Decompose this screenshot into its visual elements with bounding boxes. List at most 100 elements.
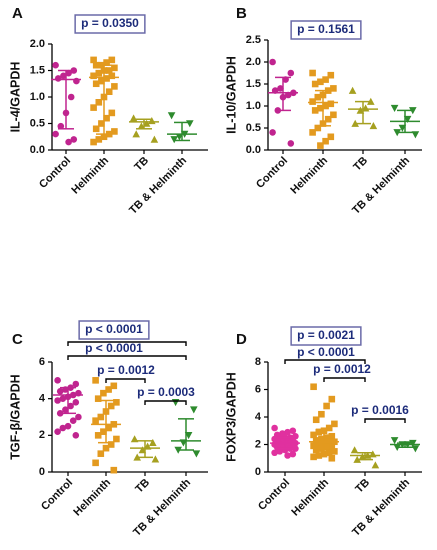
dot	[309, 129, 316, 136]
dot	[105, 424, 112, 432]
dot	[310, 453, 317, 461]
dot	[107, 402, 115, 410]
dot	[108, 109, 116, 117]
p-value: p < 0.0001	[297, 345, 355, 359]
dot	[328, 432, 336, 440]
p-value-box	[78, 320, 150, 340]
x-tick-label: Helminth	[71, 476, 113, 518]
y-tick-label: 8	[255, 356, 261, 368]
dot	[411, 131, 420, 139]
dot	[271, 424, 278, 432]
x-tick-label: TB	[353, 477, 372, 496]
dot	[315, 452, 323, 459]
dot	[350, 446, 359, 454]
p-value: p < 0.0001	[85, 322, 143, 336]
p-value: p < 0.0001	[85, 341, 143, 355]
y-tick-label: 0.5	[246, 122, 261, 134]
dot	[90, 104, 97, 111]
dot	[100, 133, 108, 141]
dot	[287, 69, 295, 77]
dot	[317, 78, 324, 86]
dot	[75, 413, 82, 421]
y-tick-label: 0.0	[30, 144, 45, 156]
dot	[328, 454, 336, 462]
dot	[190, 406, 198, 414]
y-axis-label: TGF-β/GAPDH	[8, 374, 22, 459]
dot	[62, 406, 69, 413]
x-tick-label: Control	[39, 477, 75, 513]
x-tick-label: TB	[133, 477, 152, 496]
y-tick-label: 0	[39, 466, 45, 478]
dot	[94, 432, 102, 439]
y-tick-label: 1.5	[30, 64, 45, 76]
dot	[192, 450, 201, 458]
dot	[52, 61, 59, 69]
dot	[276, 448, 284, 455]
dot	[54, 377, 61, 384]
dot	[277, 85, 284, 92]
bracket	[67, 341, 187, 346]
dot	[323, 434, 330, 441]
dot	[325, 449, 333, 457]
y-tick-label: 4	[255, 411, 262, 423]
dot	[92, 459, 99, 467]
p-value-box	[290, 326, 362, 346]
dot	[317, 104, 324, 112]
dot	[97, 450, 105, 457]
dot	[287, 140, 295, 147]
dot	[331, 448, 338, 455]
p-value-box	[74, 14, 146, 34]
dot	[328, 443, 336, 451]
y-axis-label: IL-10/GAPDH	[224, 56, 238, 134]
dot	[310, 431, 317, 439]
dot	[92, 80, 100, 88]
dot	[322, 137, 329, 145]
dot	[129, 114, 138, 122]
dot	[72, 380, 80, 388]
dot	[318, 445, 325, 452]
y-axis-label: IL-4/GAPDH	[8, 62, 22, 133]
bracket	[284, 359, 366, 364]
dot	[95, 136, 103, 143]
dot	[327, 133, 335, 141]
y-tick-label: 0.0	[246, 144, 261, 156]
y-tick-label: 1.0	[246, 100, 261, 112]
dot	[103, 114, 110, 122]
dot	[330, 85, 337, 92]
dot	[325, 424, 333, 432]
dot	[327, 100, 335, 108]
dot	[111, 83, 118, 90]
dot	[314, 124, 322, 132]
dot	[171, 399, 180, 407]
dot	[94, 395, 102, 402]
dot	[369, 450, 377, 458]
panel-label: B	[236, 5, 247, 22]
dot	[113, 435, 120, 443]
dot	[150, 135, 159, 143]
dot	[331, 420, 338, 428]
p-value: p = 0.0012	[97, 363, 155, 377]
dot	[322, 76, 329, 83]
dot	[56, 388, 64, 395]
dot	[269, 58, 276, 66]
dot	[90, 138, 97, 146]
dot	[323, 443, 330, 451]
p-value: p = 0.0016	[351, 403, 409, 417]
x-tick-label: Control	[254, 155, 290, 191]
dot	[52, 130, 59, 138]
dot	[284, 428, 291, 436]
dot	[310, 383, 317, 391]
x-tick-label: Control	[256, 477, 292, 513]
dot	[92, 125, 100, 133]
dot	[95, 69, 103, 77]
dot	[64, 422, 72, 430]
p-value: p = 0.0003	[137, 385, 195, 399]
y-tick-label: 4	[39, 393, 46, 405]
dot	[317, 142, 324, 149]
panel-label: D	[236, 331, 247, 348]
dot	[103, 75, 110, 82]
dot	[186, 120, 194, 128]
dot	[57, 122, 65, 130]
y-axis-label: FOXP3/GAPDH	[224, 372, 238, 462]
y-tick-label: 0	[255, 466, 261, 478]
